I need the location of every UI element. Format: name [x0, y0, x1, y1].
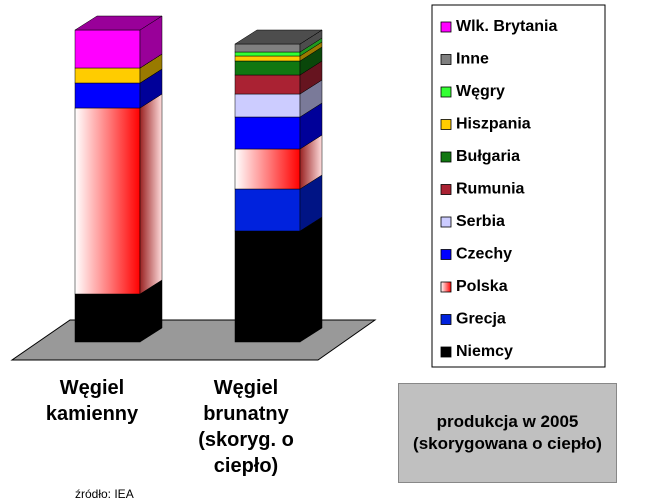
x-tick-label: Węgiel kamienny — [45, 377, 139, 425]
bar-segment — [234, 60, 301, 76]
bar-segment — [234, 93, 301, 118]
legend-label: Bułgaria — [456, 148, 520, 165]
legend-label: Czechy — [456, 246, 512, 263]
bar-segment — [234, 188, 301, 232]
legend-swatch — [440, 21, 452, 33]
bar-segment — [234, 148, 301, 190]
bar-segment — [234, 43, 301, 53]
bar-segment-side — [139, 93, 163, 295]
legend-label: Rumunia — [456, 181, 525, 198]
legend-label: Niemcy — [456, 343, 513, 360]
legend-swatch — [440, 54, 452, 65]
bar-segment — [74, 67, 141, 84]
legend-swatch — [440, 216, 452, 228]
annotation: produkcja w 2005 (skorygowana o ciepło) — [398, 383, 617, 483]
legend-swatch — [440, 249, 452, 260]
legend-swatch — [440, 119, 452, 130]
legend-label: Grecja — [456, 311, 506, 328]
legend-swatch — [440, 346, 452, 358]
legend-label: Węgry — [456, 83, 505, 100]
bar-segment-side — [299, 216, 323, 343]
bar-segment — [74, 82, 141, 109]
bar-segment — [234, 230, 301, 343]
legend-swatch — [440, 281, 452, 293]
bar-top — [234, 29, 323, 45]
bar-segment — [234, 51, 301, 57]
legend-swatch — [440, 86, 452, 98]
x-tick-label: Węgiel brunatny (skoryg. o ciepło) — [198, 377, 294, 477]
legend-label: Wlk. Brytania — [456, 18, 557, 35]
legend-label: Inne — [456, 51, 489, 68]
source: źródło: IEA — [75, 487, 134, 501]
legend-swatch — [440, 314, 452, 325]
bar-segment — [234, 55, 301, 62]
bar-segment — [234, 74, 301, 95]
legend-label: Hiszpania — [456, 116, 531, 133]
legend-label: Serbia — [456, 213, 505, 230]
bar-segment — [234, 116, 301, 150]
legend-swatch — [440, 151, 452, 163]
bar-top — [74, 15, 163, 31]
legend-swatch — [440, 184, 452, 195]
bar-segment — [74, 293, 141, 343]
bar-segment — [74, 29, 141, 69]
legend-label: Polska — [456, 278, 508, 295]
bar-segment — [74, 107, 141, 295]
legend-box — [431, 4, 606, 368]
